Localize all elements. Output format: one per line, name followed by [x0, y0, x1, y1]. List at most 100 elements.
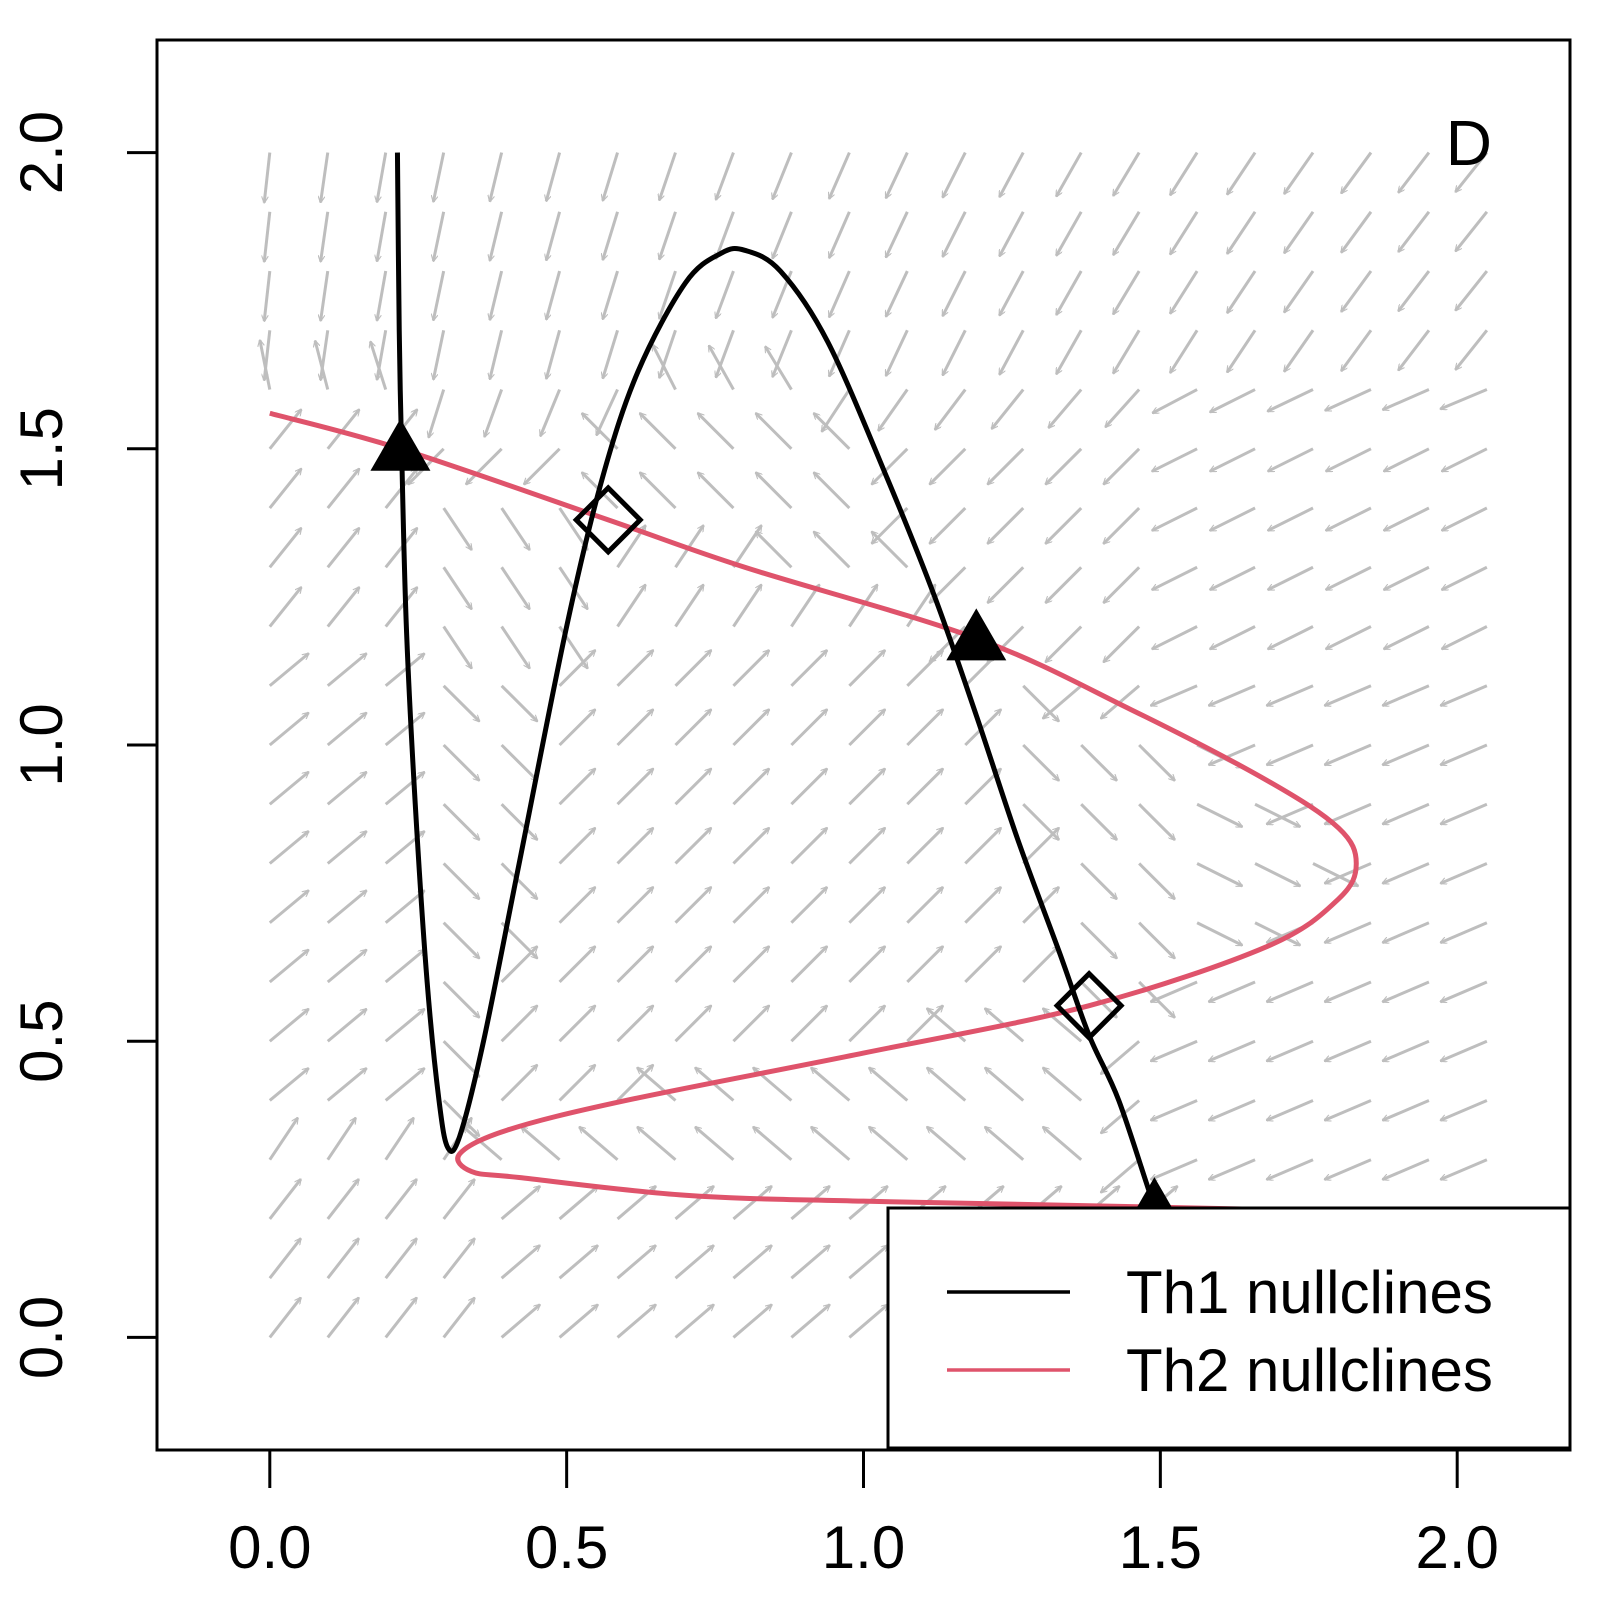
field-arrow	[1326, 625, 1372, 651]
field-arrow	[1383, 1099, 1430, 1122]
field-arrow	[326, 772, 367, 806]
field-arrow	[1046, 506, 1083, 544]
field-arrow	[1103, 506, 1141, 544]
field-arrow	[384, 654, 425, 687]
field-arrow	[321, 270, 330, 321]
field-arrow	[1268, 447, 1314, 473]
field-arrow	[820, 388, 851, 432]
field-arrow	[442, 507, 473, 550]
field-arrow	[732, 887, 769, 924]
field-arrow	[558, 769, 596, 806]
legend-box	[886, 1206, 1572, 1450]
field-arrow	[848, 1245, 887, 1280]
field-arrow	[1326, 565, 1372, 592]
field-arrow	[698, 413, 735, 450]
field-arrow	[326, 1118, 357, 1161]
field-arrow	[546, 270, 562, 320]
field-arrow	[1383, 802, 1430, 826]
field-arrow	[1168, 151, 1199, 196]
field-arrow	[732, 709, 769, 747]
field-arrow	[659, 270, 677, 319]
field-arrow	[869, 1127, 909, 1161]
field-arrow	[756, 472, 793, 510]
field-arrow	[1325, 684, 1372, 707]
field-arrow	[442, 625, 473, 669]
field-arrow	[268, 587, 302, 628]
field-arrow	[1225, 151, 1257, 195]
field-arrow	[659, 152, 677, 201]
field-arrow	[264, 270, 272, 321]
field-arrow	[1209, 684, 1256, 707]
field-arrow	[1384, 447, 1430, 473]
field-arrow	[1080, 921, 1117, 959]
field-arrow	[988, 447, 1025, 485]
stable-equilibrium-marker	[370, 418, 431, 471]
field-arrow	[1055, 329, 1083, 374]
field-arrow	[732, 1245, 771, 1280]
field-arrow	[321, 330, 330, 380]
field-arrow	[1326, 506, 1372, 532]
field-arrow	[616, 769, 654, 806]
field-arrow	[1440, 388, 1488, 411]
field-arrow	[1168, 329, 1199, 373]
field-arrow	[1268, 506, 1314, 532]
field-arrow	[1440, 1099, 1488, 1122]
field-arrow	[1043, 1068, 1083, 1102]
field-arrow	[732, 1006, 769, 1043]
field-arrow	[811, 1068, 851, 1102]
field-arrow	[442, 743, 480, 781]
field-arrow	[930, 447, 967, 485]
field-arrow	[500, 566, 531, 609]
field-arrow	[884, 329, 909, 376]
field-arrow	[1080, 803, 1117, 840]
field-arrow	[753, 1127, 793, 1161]
field-arrow	[1383, 1158, 1430, 1181]
field-arrow	[326, 409, 360, 450]
field-arrow	[763, 346, 793, 391]
field-arrow	[442, 684, 480, 722]
field-arrow	[933, 388, 967, 430]
field-arrow	[1455, 210, 1489, 251]
field-arrow	[1111, 329, 1141, 373]
field-arrow	[985, 1068, 1025, 1102]
field-arrow	[1455, 329, 1489, 369]
field-arrow	[1440, 921, 1488, 944]
field-arrow	[790, 946, 827, 984]
field-arrow	[442, 1179, 475, 1220]
field-arrow	[326, 587, 360, 628]
field-arrow	[1111, 270, 1141, 314]
y-tick-label: 0.0	[8, 1296, 75, 1379]
field-arrow	[1138, 743, 1175, 781]
field-arrow	[1111, 151, 1141, 196]
field-arrow	[1022, 684, 1059, 722]
field-arrow	[384, 890, 425, 924]
field-arrow	[1383, 1039, 1430, 1063]
field-arrow	[558, 1065, 596, 1102]
field-arrow	[521, 1127, 561, 1161]
field-arrow	[1455, 151, 1489, 192]
field-arrow	[848, 1006, 885, 1043]
field-arrow	[790, 887, 827, 924]
field-arrow	[268, 1118, 300, 1161]
field-arrow	[1151, 980, 1198, 1004]
field-arrow	[603, 270, 619, 319]
field-arrow	[1325, 980, 1372, 1004]
field-arrow	[384, 950, 425, 984]
field-arrow	[268, 1179, 301, 1220]
field-arrow	[1282, 210, 1315, 253]
field-arrow	[674, 1006, 711, 1043]
field-arrow	[326, 890, 367, 924]
field-arrow	[1442, 506, 1488, 532]
field-arrow	[872, 447, 909, 485]
field-arrow	[1440, 1039, 1488, 1063]
field-arrow	[790, 1006, 827, 1043]
field-arrow	[790, 828, 827, 865]
field-arrow	[1210, 625, 1256, 651]
field-arrow	[773, 211, 793, 259]
field-arrow	[814, 532, 851, 569]
field-arrow	[790, 585, 821, 628]
field-arrow	[1209, 1099, 1256, 1122]
field-arrow	[1267, 388, 1314, 413]
field-arrow	[811, 1127, 851, 1161]
field-arrow	[616, 828, 654, 865]
